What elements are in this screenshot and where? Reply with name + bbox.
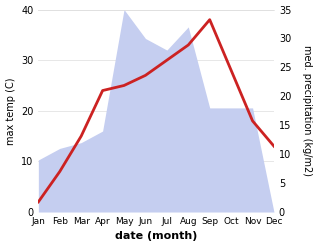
Y-axis label: med. precipitation (kg/m2): med. precipitation (kg/m2) bbox=[302, 45, 313, 176]
Y-axis label: max temp (C): max temp (C) bbox=[5, 77, 16, 144]
X-axis label: date (month): date (month) bbox=[115, 231, 197, 242]
